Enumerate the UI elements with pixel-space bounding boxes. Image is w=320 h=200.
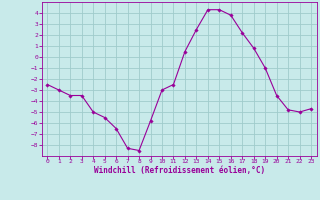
X-axis label: Windchill (Refroidissement éolien,°C): Windchill (Refroidissement éolien,°C): [94, 166, 265, 175]
